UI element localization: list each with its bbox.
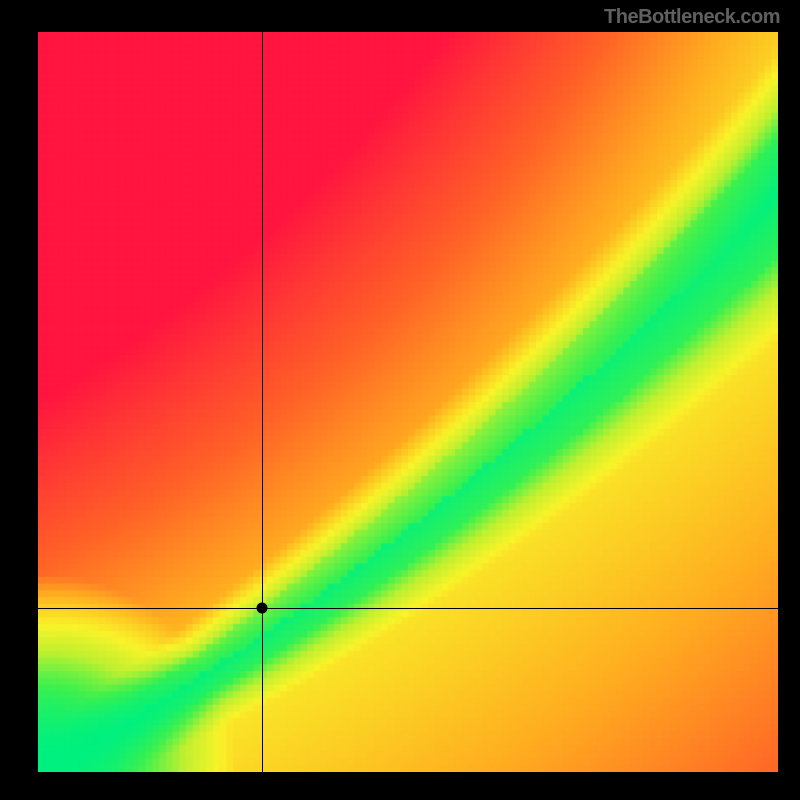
crosshair-horizontal — [38, 608, 778, 609]
crosshair-vertical — [262, 32, 263, 772]
watermark-text: TheBottleneck.com — [604, 6, 780, 29]
chart-area — [38, 32, 778, 772]
crosshair-marker — [257, 602, 268, 613]
bottleneck-heatmap — [38, 32, 778, 772]
